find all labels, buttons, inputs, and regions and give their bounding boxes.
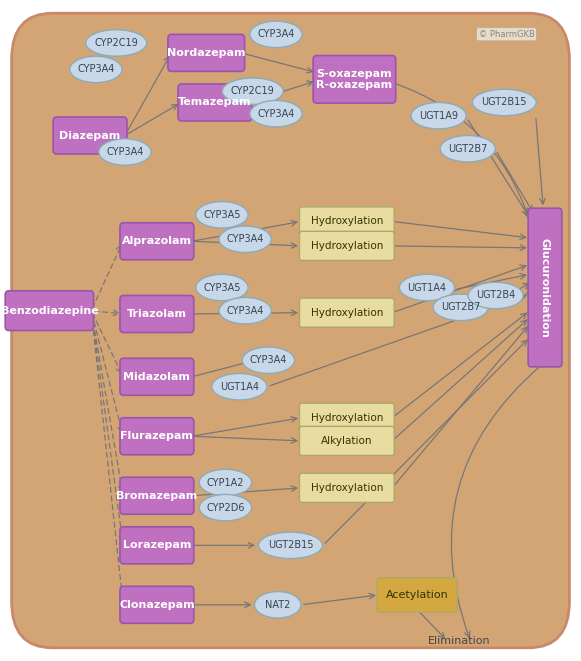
Text: CYP3A5: CYP3A5 <box>203 210 241 220</box>
Text: Alprazolam: Alprazolam <box>122 236 192 247</box>
Ellipse shape <box>411 102 467 129</box>
Text: Clonazepam: Clonazepam <box>119 600 195 610</box>
FancyBboxPatch shape <box>313 56 396 103</box>
Ellipse shape <box>242 347 295 373</box>
FancyBboxPatch shape <box>300 473 394 502</box>
Text: Hydroxylation: Hydroxylation <box>311 216 383 227</box>
Ellipse shape <box>219 226 271 253</box>
Text: Hydroxylation: Hydroxylation <box>311 412 383 423</box>
Ellipse shape <box>440 136 496 162</box>
Text: Acetylation: Acetylation <box>386 590 449 600</box>
Ellipse shape <box>70 56 122 83</box>
Ellipse shape <box>86 30 146 56</box>
Text: CYP3A4: CYP3A4 <box>257 29 295 40</box>
FancyBboxPatch shape <box>12 13 569 648</box>
Text: CYP2C19: CYP2C19 <box>94 38 138 48</box>
Text: Lorazepam: Lorazepam <box>123 540 191 551</box>
Text: Midazolam: Midazolam <box>123 371 191 382</box>
FancyBboxPatch shape <box>120 527 194 564</box>
Text: NAT2: NAT2 <box>265 600 290 610</box>
FancyBboxPatch shape <box>120 358 194 395</box>
Ellipse shape <box>472 89 536 116</box>
FancyBboxPatch shape <box>300 426 394 455</box>
FancyBboxPatch shape <box>5 291 94 330</box>
Ellipse shape <box>219 297 271 324</box>
Text: CYP3A4: CYP3A4 <box>106 147 144 157</box>
Ellipse shape <box>250 21 302 48</box>
Text: UGT2B4: UGT2B4 <box>476 290 515 301</box>
FancyBboxPatch shape <box>120 295 194 332</box>
Text: Hydroxylation: Hydroxylation <box>311 307 383 318</box>
Text: Flurazepam: Flurazepam <box>120 431 193 442</box>
Text: Diazepam: Diazepam <box>59 130 121 141</box>
FancyBboxPatch shape <box>300 231 394 260</box>
Ellipse shape <box>468 282 523 309</box>
Text: Benzodiazepine: Benzodiazepine <box>1 305 98 316</box>
Text: Hydroxylation: Hydroxylation <box>311 483 383 493</box>
Ellipse shape <box>259 532 322 559</box>
Text: Bromazepam: Bromazepam <box>116 490 198 501</box>
Text: Glucuronidation: Glucuronidation <box>540 237 550 338</box>
Text: Nordazepam: Nordazepam <box>167 48 246 58</box>
Text: CYP3A4: CYP3A4 <box>227 305 264 316</box>
Text: UGT1A4: UGT1A4 <box>220 381 259 392</box>
Text: Temazepam: Temazepam <box>178 97 252 108</box>
Text: UGT2B15: UGT2B15 <box>482 97 527 108</box>
FancyBboxPatch shape <box>120 223 194 260</box>
Text: CYP3A5: CYP3A5 <box>203 282 241 293</box>
Text: CYP2C19: CYP2C19 <box>231 86 275 97</box>
FancyBboxPatch shape <box>120 586 194 623</box>
Text: UGT2B15: UGT2B15 <box>268 540 313 551</box>
Ellipse shape <box>250 100 302 127</box>
FancyBboxPatch shape <box>53 117 127 154</box>
Ellipse shape <box>433 294 488 321</box>
Ellipse shape <box>199 469 252 496</box>
Ellipse shape <box>254 592 301 618</box>
Text: Triazolam: Triazolam <box>127 309 187 319</box>
Ellipse shape <box>399 274 454 301</box>
Text: UGT2B7: UGT2B7 <box>441 302 480 313</box>
Ellipse shape <box>199 494 252 521</box>
Ellipse shape <box>196 274 248 301</box>
Text: CYP3A4: CYP3A4 <box>257 108 295 119</box>
FancyBboxPatch shape <box>120 418 194 455</box>
Text: UGT1A4: UGT1A4 <box>407 282 447 293</box>
Text: UGT1A9: UGT1A9 <box>419 110 458 121</box>
Text: CYP3A4: CYP3A4 <box>250 355 287 366</box>
Text: S-oxazepam
R-oxazepam: S-oxazepam R-oxazepam <box>316 69 393 90</box>
Text: CYP3A4: CYP3A4 <box>227 234 264 245</box>
Text: Elimination: Elimination <box>428 637 490 646</box>
Ellipse shape <box>211 373 267 400</box>
Text: CYP3A4: CYP3A4 <box>77 64 114 75</box>
FancyBboxPatch shape <box>168 34 245 71</box>
FancyBboxPatch shape <box>178 84 252 121</box>
FancyBboxPatch shape <box>300 298 394 327</box>
Ellipse shape <box>222 78 283 104</box>
FancyBboxPatch shape <box>528 208 562 367</box>
FancyBboxPatch shape <box>300 207 394 236</box>
Ellipse shape <box>196 202 248 228</box>
FancyBboxPatch shape <box>120 477 194 514</box>
FancyBboxPatch shape <box>377 578 457 612</box>
Text: Hydroxylation: Hydroxylation <box>311 241 383 251</box>
Ellipse shape <box>99 139 151 165</box>
Text: © PharmGKB: © PharmGKB <box>479 30 535 39</box>
Text: UGT2B7: UGT2B7 <box>448 143 487 154</box>
Text: CYP2D6: CYP2D6 <box>206 502 245 513</box>
FancyBboxPatch shape <box>300 403 394 432</box>
Text: Alkylation: Alkylation <box>321 436 372 446</box>
Text: CYP1A2: CYP1A2 <box>207 477 244 488</box>
